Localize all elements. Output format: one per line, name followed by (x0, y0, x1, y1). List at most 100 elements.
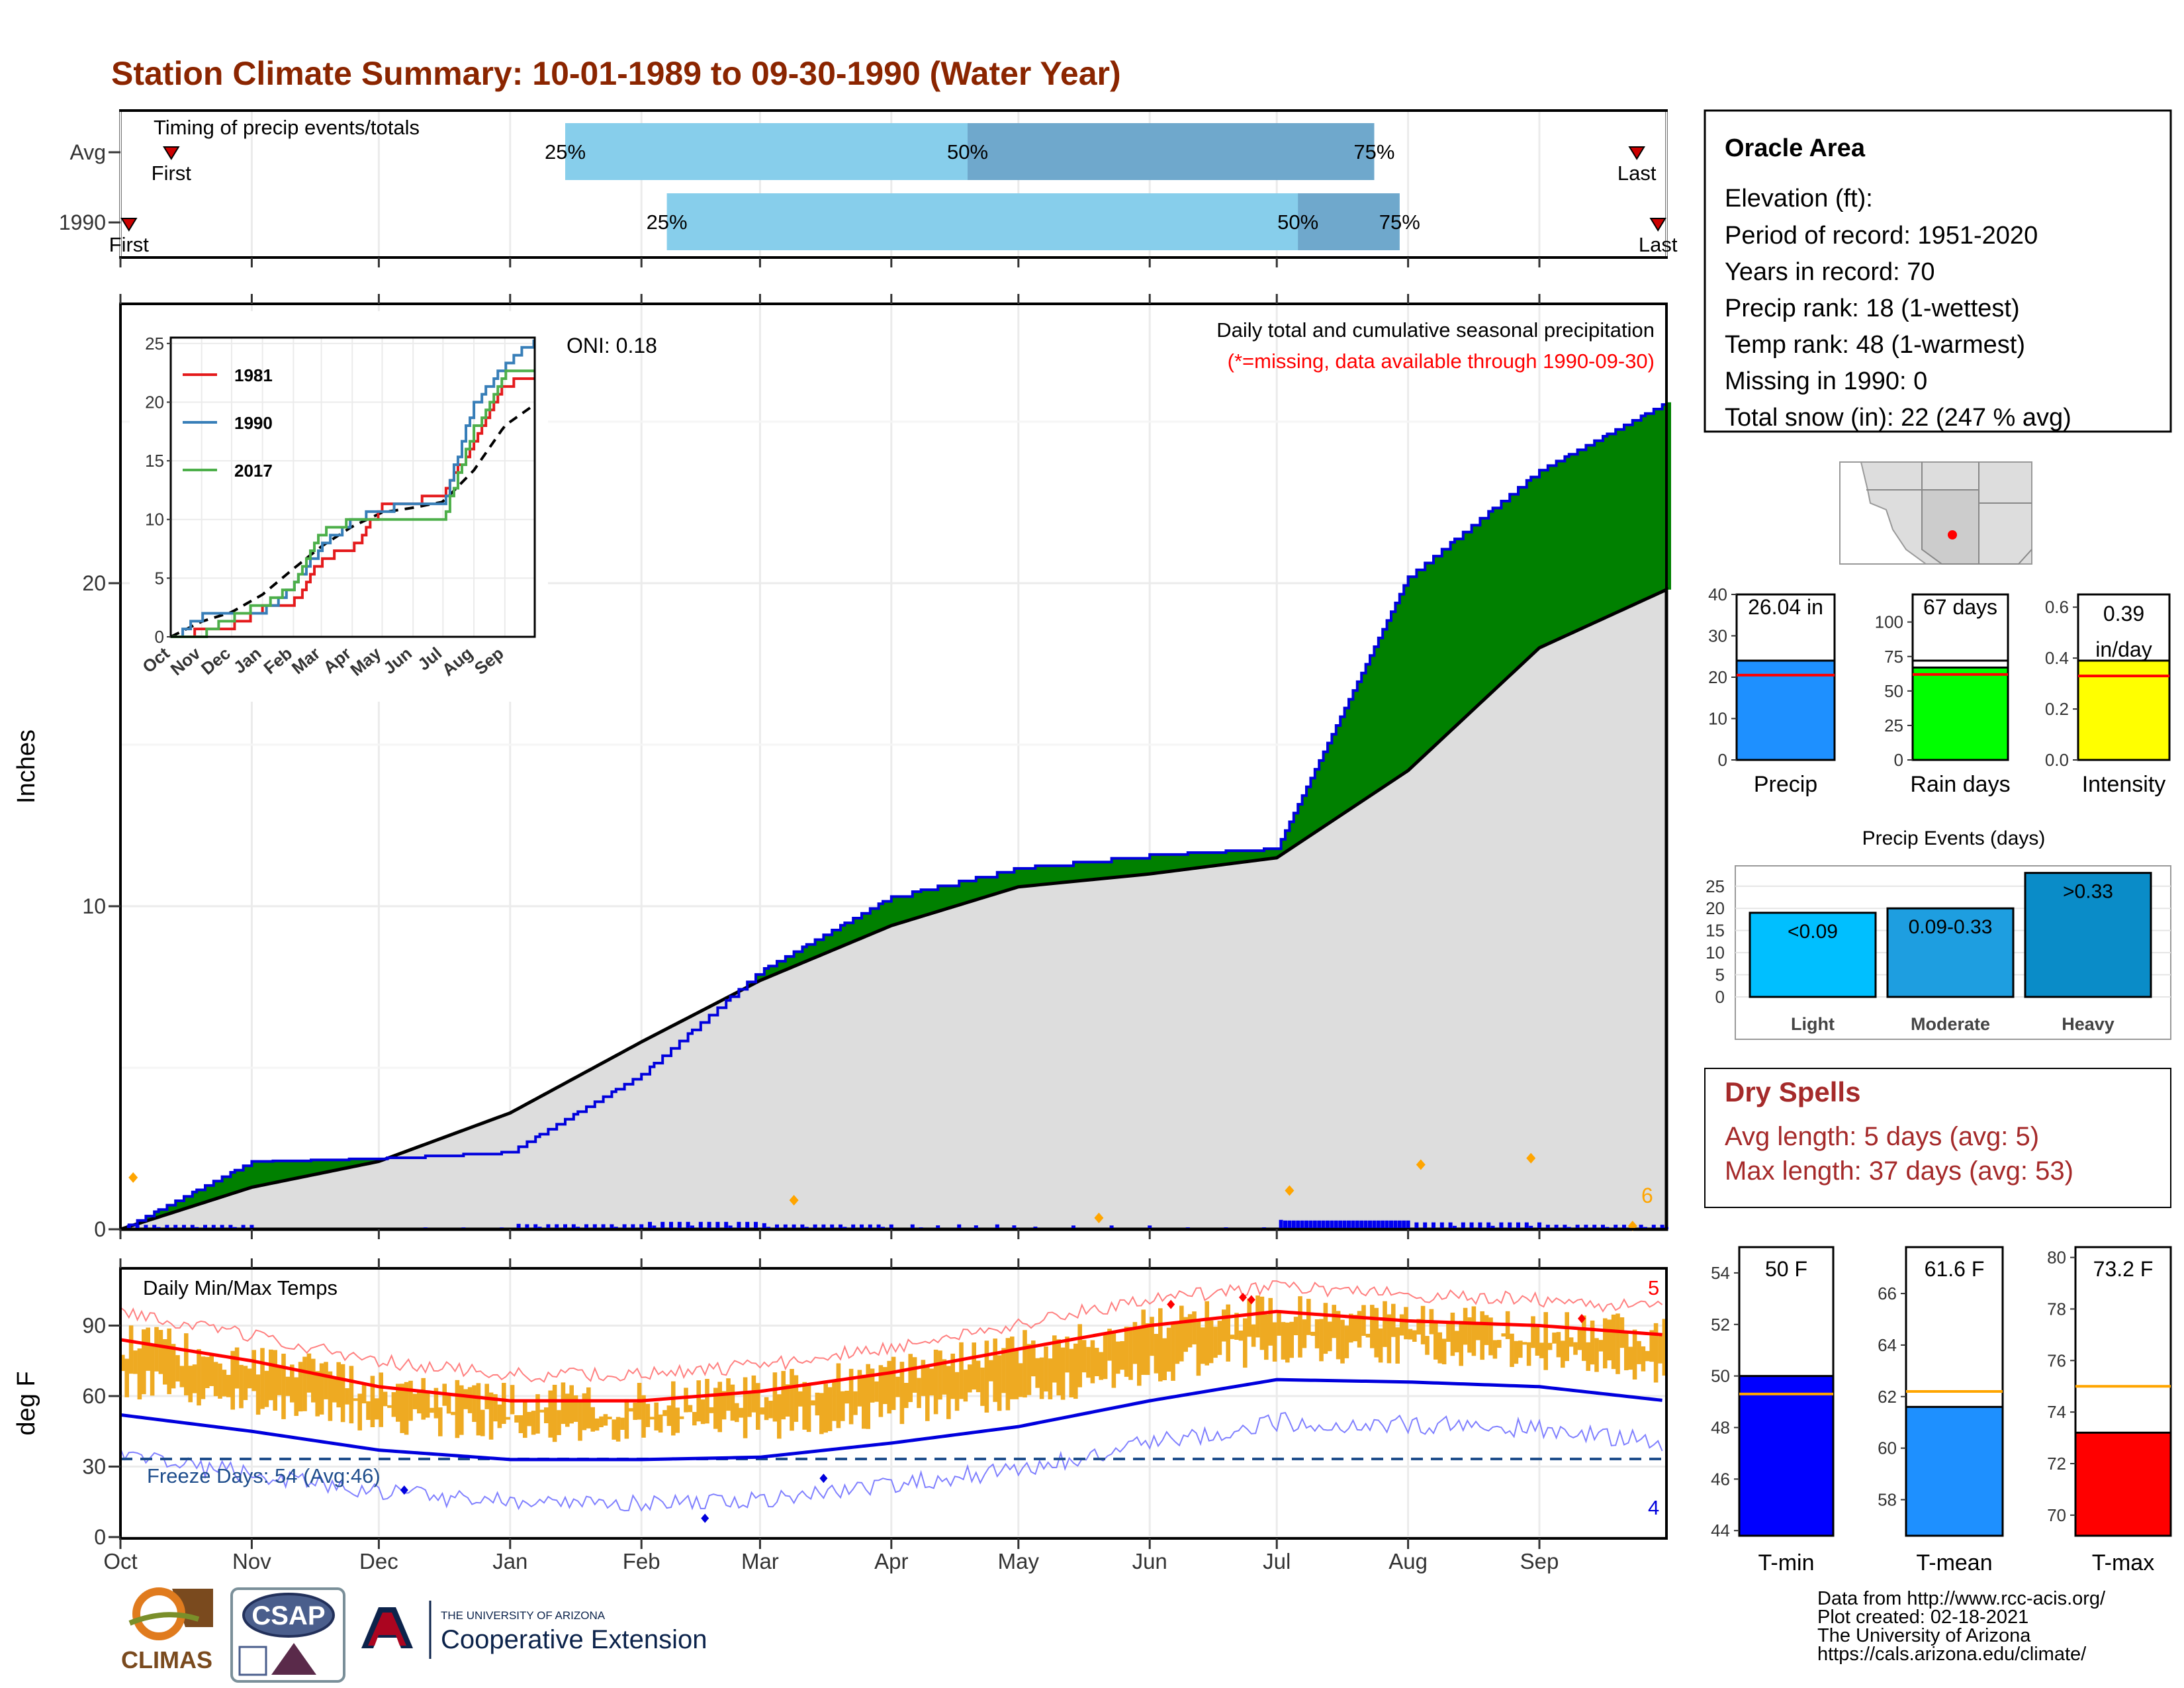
temp-daily-bar (1332, 1305, 1336, 1338)
temp-ytick-label: 30 (82, 1455, 106, 1479)
temp-daily-bar (285, 1376, 291, 1396)
temp-daily-bar (1247, 1298, 1251, 1337)
precip-daily-bar (1071, 1225, 1075, 1229)
temp-daily-bar (531, 1411, 536, 1435)
precip-event-diamond (1526, 1152, 1536, 1164)
timing-label: Timing of precip events/totals (154, 116, 420, 139)
precip-corner-count: 6 (1641, 1184, 1653, 1207)
temp-daily-bar (959, 1342, 964, 1399)
temp-record-low-marker (400, 1485, 408, 1495)
temp-daily-bar (336, 1362, 341, 1408)
footer-line-4: https://cals.arizona.edu/climate/ (1817, 1644, 2087, 1665)
precip-daily-bar (698, 1221, 703, 1229)
temp-daily-bar (433, 1387, 439, 1419)
precip-daily-bar (1402, 1220, 1406, 1229)
tmax-value: 73.2 F (2093, 1257, 2154, 1281)
dry-spells-frame (1704, 1068, 2171, 1208)
temp-daily-bar (756, 1383, 760, 1430)
temp-daily-bar (188, 1366, 193, 1403)
temp-daily-bar (544, 1407, 549, 1424)
temp-record-low-marker (819, 1474, 828, 1483)
month-label: Nov (232, 1549, 271, 1573)
temp-daily-bar (357, 1393, 362, 1430)
temp-daily-bar (1154, 1334, 1159, 1374)
station-line-elevation: Elevation (ft): (1725, 185, 1873, 212)
intensity-chart: 0.39 in/day Intensity 0.0 0.2 0.4 0.6 (2045, 593, 2171, 797)
precip-daily-bar (1372, 1220, 1377, 1229)
temp-daily-bar (1255, 1295, 1260, 1338)
precip-daily-bar (1279, 1219, 1283, 1229)
tmax-axis: 70 72 74 76 78 80 (2047, 1248, 2075, 1525)
timing-pct-label: 50% (947, 140, 988, 164)
temp-daily-bar (1412, 1330, 1417, 1342)
precip-daily-bar (1385, 1220, 1389, 1229)
precip-event-bar (1886, 907, 2015, 998)
precip-events-bars: <0.09 Light 0.09-0.33 Moderate >0.33 Heavy (1749, 872, 2152, 1034)
map-border-5 (1979, 549, 2032, 565)
precip-cumulative-line (120, 402, 1668, 1231)
precip-daily-bar (1439, 1222, 1444, 1229)
temp-daily-bar (857, 1370, 862, 1407)
temp-daily-bar (1310, 1331, 1315, 1336)
precip-daily-bar (555, 1224, 559, 1229)
precip-daily-bar (533, 1224, 538, 1229)
temp-daily-bar (535, 1394, 540, 1434)
intensity-value: 0.39 (2103, 602, 2144, 626)
tempbar-ytick-label: 74 (2047, 1402, 2066, 1422)
temp-daily-bar (624, 1399, 629, 1439)
temp-daily-bar (645, 1403, 651, 1427)
inset-series-1981 (171, 377, 534, 638)
precip-daily-bar (1317, 1220, 1322, 1229)
precip-event-diamond (1416, 1159, 1426, 1170)
precip-daily-bar (639, 1224, 644, 1229)
tempbar-ytick-label: 80 (2047, 1248, 2066, 1268)
temp-daily-bar (586, 1387, 591, 1429)
precip-panel: Daily total and cumulative seasonal prec… (13, 303, 1671, 1241)
precip-daily-bar (876, 1224, 881, 1229)
temp-daily-bar (1328, 1321, 1332, 1352)
station-location-dot (1948, 530, 1957, 539)
precip-event-diamond (128, 1172, 138, 1183)
temp-daily-bar (1060, 1347, 1066, 1400)
temp-daily-bar (1044, 1346, 1048, 1392)
temp-daily-bar (120, 1354, 125, 1372)
temp-daily-bar (1573, 1342, 1578, 1355)
precip-daily-bar (516, 1223, 521, 1229)
footer-line-3: The University of Arizona (1817, 1625, 2031, 1646)
temp-daily-bar (1569, 1337, 1574, 1347)
temp-panel-border (119, 1267, 1668, 1540)
temp-daily-bar (569, 1385, 574, 1424)
precip-daily-bar (584, 1224, 588, 1229)
temp-daily-bar (1484, 1315, 1489, 1345)
inset-series-2017 (171, 369, 534, 638)
temp-daily-bar (1594, 1338, 1599, 1372)
temp-daily-bar (222, 1370, 227, 1397)
precip-daily-bar (1296, 1220, 1300, 1229)
precip-daily-bar (839, 1224, 842, 1229)
temp-daily-bar (925, 1366, 930, 1421)
temp-daily-bar (1010, 1336, 1015, 1399)
temp-panel: Daily Min/Max Temps Freeze Days: 54 (Avg… (13, 258, 1668, 1573)
temp-daily-bar (446, 1395, 451, 1414)
precip-daily-bar (1432, 1222, 1435, 1229)
temp-daily-bar (1649, 1330, 1654, 1362)
tmin-axis: 44 46 48 50 52 54 (1711, 1263, 1739, 1540)
temp-daily-bar (366, 1401, 371, 1420)
temp-daily-bar (908, 1354, 913, 1403)
precip-daily-bar (1516, 1222, 1520, 1229)
mini-ytick-label: 20 (1708, 667, 1727, 687)
precip-oni: ONI: 0.18 (567, 334, 657, 357)
precip-ytick-20: 20 (82, 571, 106, 595)
temp-daily-bar (298, 1362, 303, 1412)
temp-daily-bar (514, 1415, 519, 1423)
temp-daily-bar (1543, 1312, 1548, 1370)
precip-daily-bar (1291, 1220, 1296, 1229)
temp-daily-bar (523, 1401, 527, 1438)
inset-border (169, 336, 536, 638)
month-label: Jun (1132, 1549, 1167, 1573)
temp-daily-bar (184, 1333, 189, 1395)
temp-daily-bar (438, 1407, 443, 1436)
temp-daily-bar (1171, 1323, 1175, 1381)
temp-daily-bar (167, 1328, 171, 1395)
